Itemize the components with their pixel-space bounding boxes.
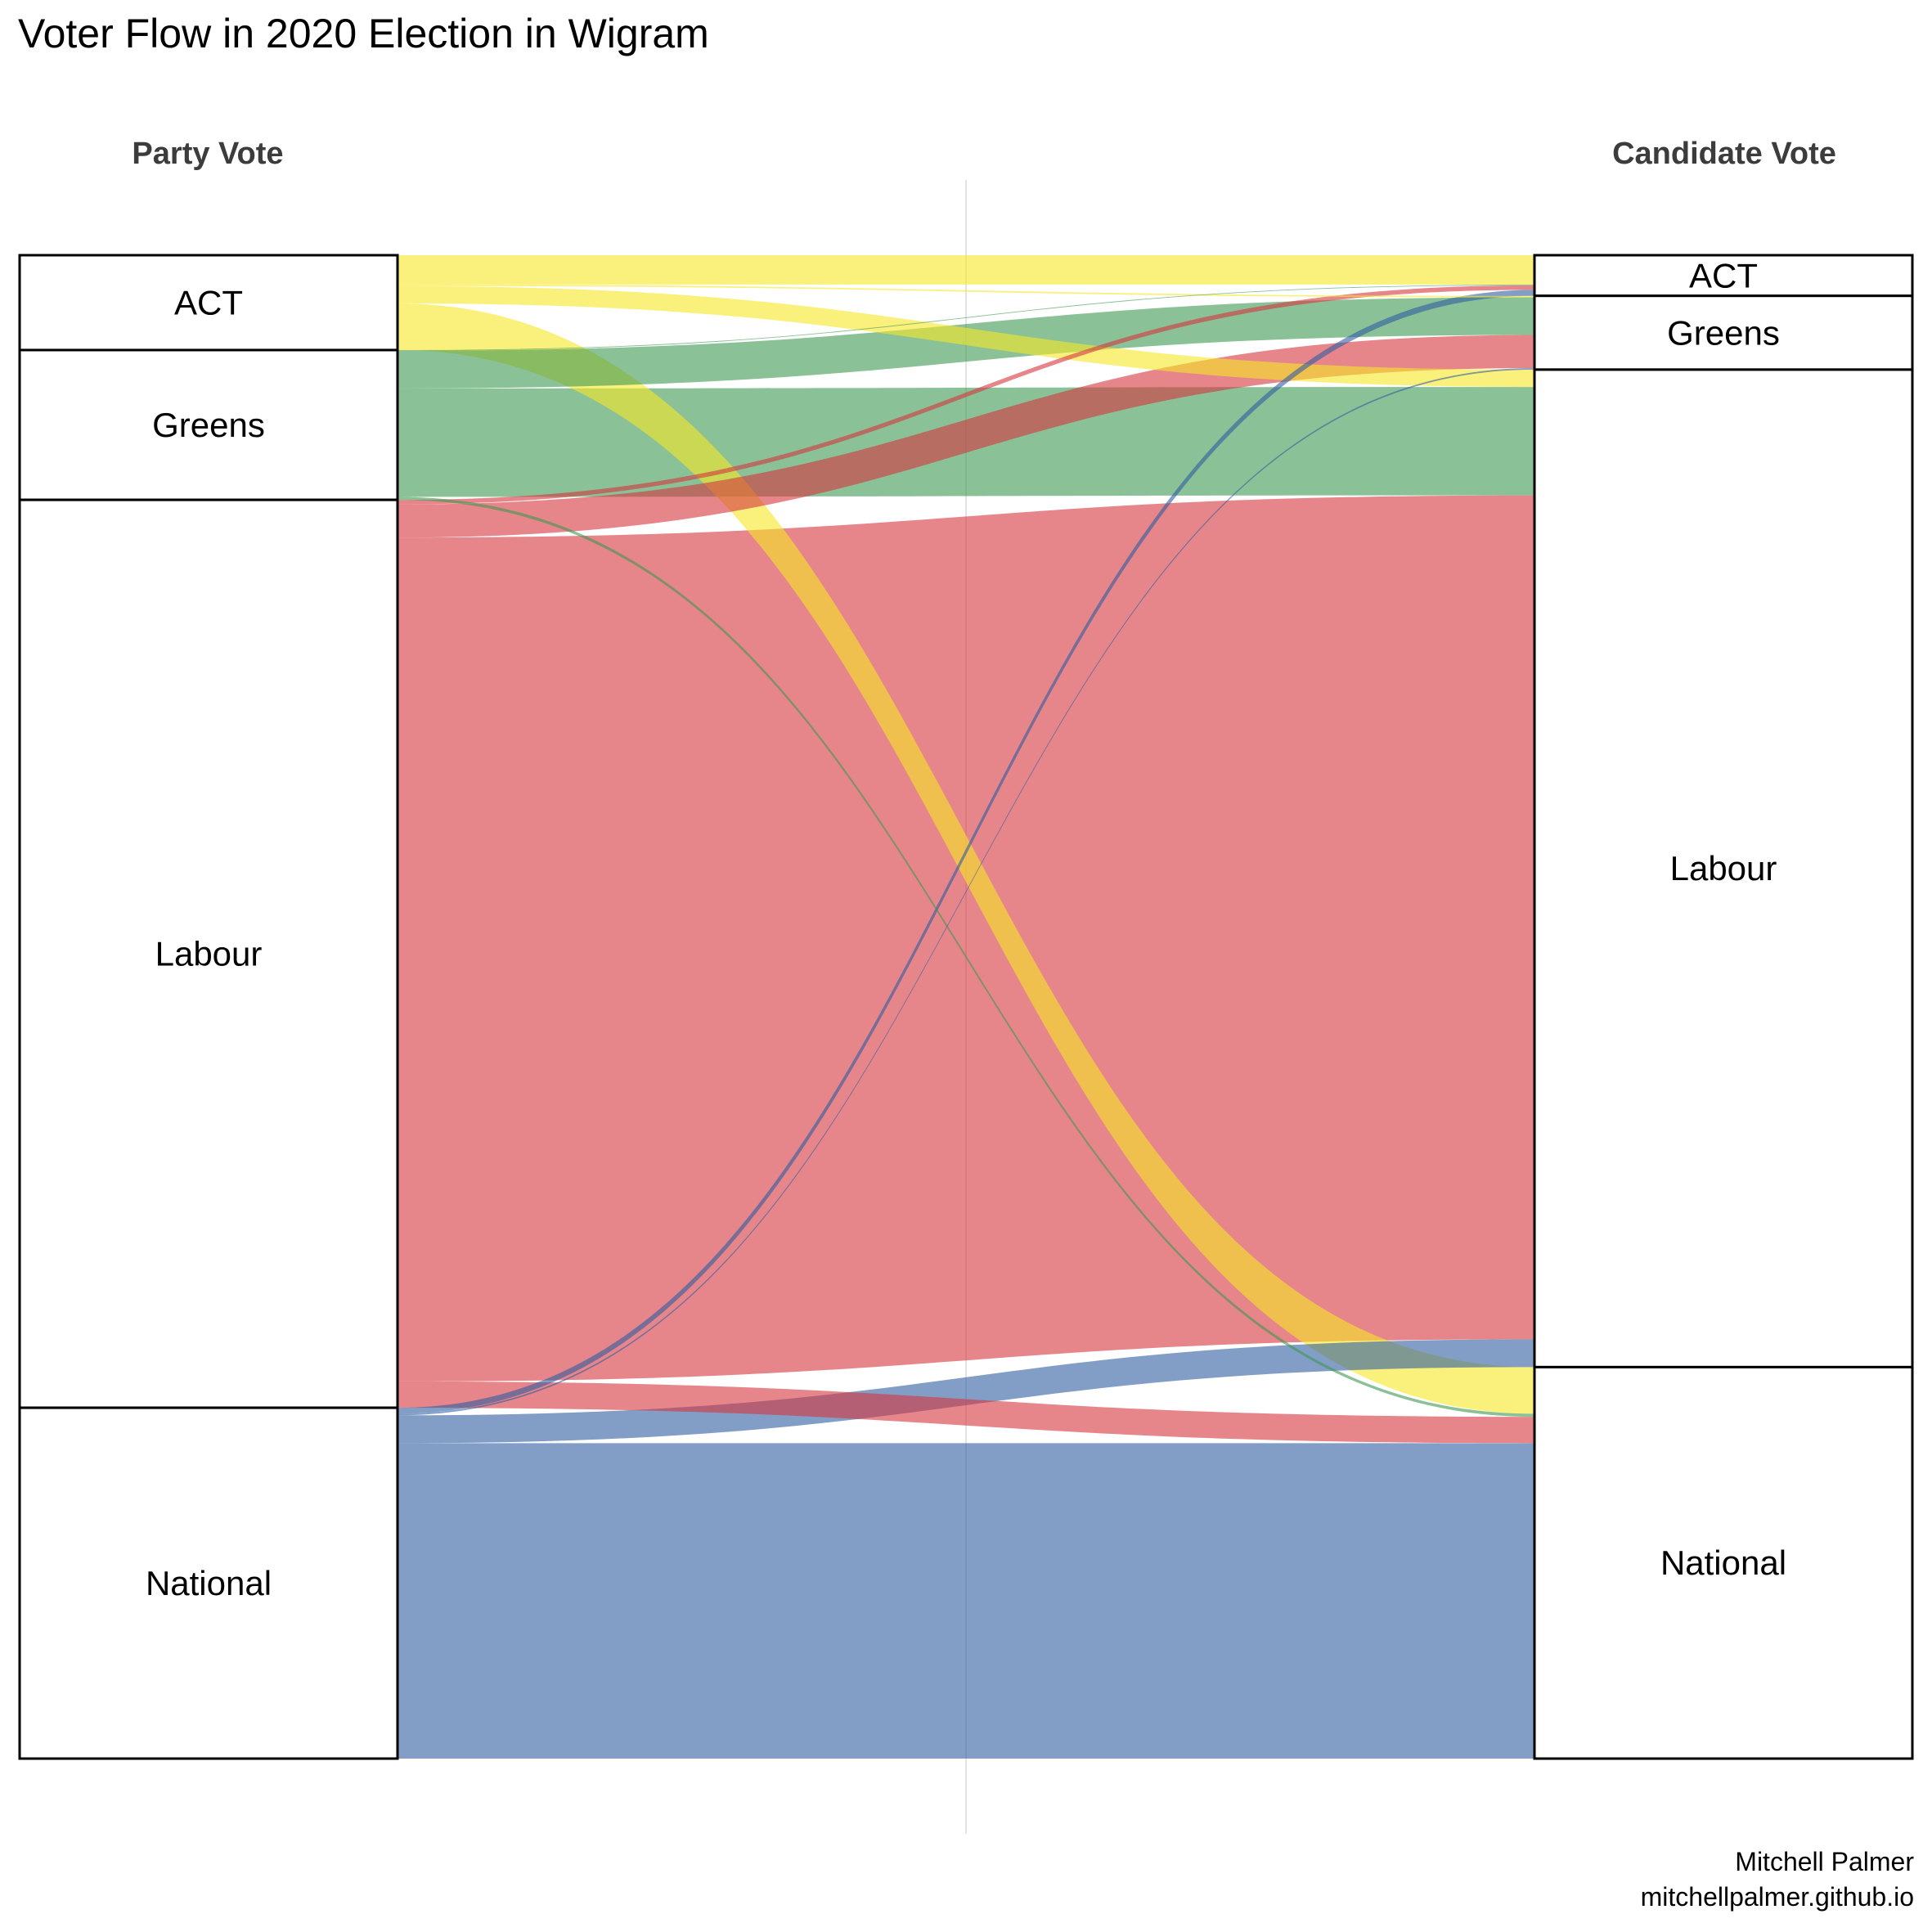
right-stratum-label-act: ACT xyxy=(1689,256,1758,294)
flow-labour-to-labour xyxy=(398,495,1534,1382)
left-stratum-greens xyxy=(18,348,399,501)
chart-title: Voter Flow in 2020 Election in Wigram xyxy=(18,11,709,56)
right-axis-label: Candidate Vote xyxy=(1612,137,1836,171)
flow-act-to-act xyxy=(398,255,1534,285)
right-stratum-act xyxy=(1533,254,1914,298)
left-stratum-labour xyxy=(18,498,399,1409)
left-stratum-label-act: ACT xyxy=(174,283,243,321)
left-axis-label: Party Vote xyxy=(132,137,283,171)
right-stratum-label-labour: Labour xyxy=(1670,849,1777,887)
flow-labour-to-act xyxy=(398,285,1534,505)
strata-layer: ACT Greens Labour National ACT Greens Labour Na… xyxy=(18,254,1914,1760)
flow-greens-to-national xyxy=(398,496,1534,1418)
flow-national-to-act xyxy=(398,290,1534,1414)
flow-act-to-greens xyxy=(398,284,1534,298)
right-stratum-label-national: National xyxy=(1660,1543,1786,1582)
right-stratum-greens xyxy=(1533,294,1914,371)
right-stratum-label-greens: Greens xyxy=(1667,313,1780,352)
flow-national-to-national xyxy=(398,1443,1534,1759)
left-stratum-label-national: National xyxy=(146,1564,272,1602)
caption-author: Mitchell Palmer xyxy=(1735,1847,1914,1876)
flow-act-to-labour xyxy=(398,285,1534,388)
left-stratum-label-labour: Labour xyxy=(155,935,263,973)
flow-national-to-greens xyxy=(398,368,1534,1416)
left-stratum-label-greens: Greens xyxy=(152,406,265,444)
left-stratum-act xyxy=(18,254,399,352)
right-stratum-national xyxy=(1533,1365,1914,1760)
flow-labour-to-national xyxy=(398,1381,1534,1444)
flow-greens-to-act xyxy=(398,284,1534,351)
right-stratum-labour xyxy=(1533,368,1914,1368)
flow-national-to-labour xyxy=(398,1339,1534,1444)
flows-layer xyxy=(398,255,1534,1759)
flow-labour-to-greens xyxy=(398,335,1534,538)
caption-url: mitchellpalmer.github.io xyxy=(1641,1882,1914,1912)
flow-act-to-national xyxy=(398,303,1534,1414)
left-stratum-national xyxy=(18,1406,399,1760)
